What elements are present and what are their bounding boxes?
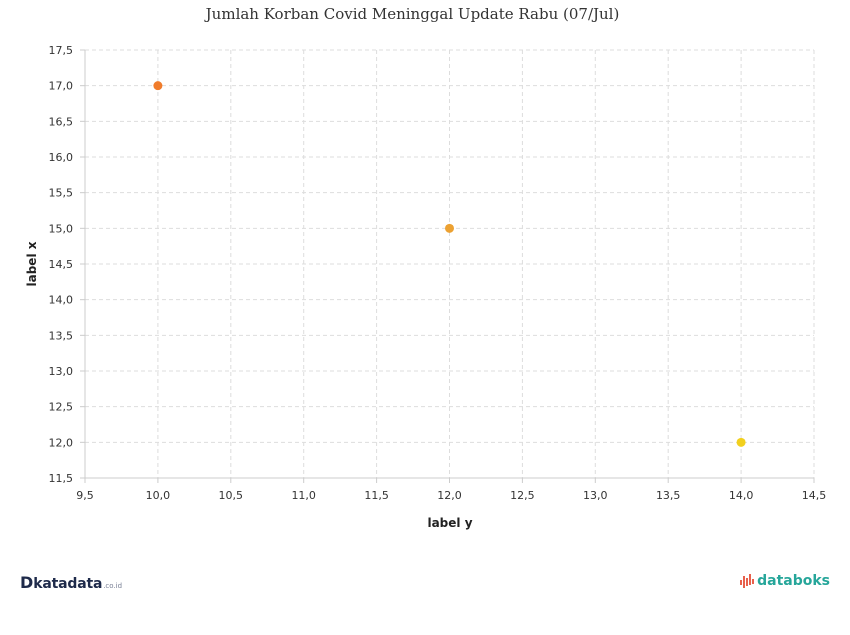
katadata-wordmark: katadata [33,576,103,592]
katadata-mark: D [20,573,34,592]
y-tick-label: 17,0 [49,80,74,93]
y-tick-label: 12,5 [49,401,74,414]
x-tick-label: 10,5 [219,489,244,502]
axis-layer [80,49,815,483]
y-tick-label: 13,5 [49,329,74,342]
databoks-logo[interactable]: databoks [740,573,830,589]
y-tick-label: 14,0 [49,294,74,307]
x-tick-label: 11,0 [291,489,316,502]
katadata-logo[interactable]: D katadata .co.id [20,573,122,592]
y-tick-label: 11,5 [49,472,74,485]
y-axis-title: label x [25,241,39,286]
x-tick-label: 13,5 [656,489,681,502]
data-point[interactable] [736,437,746,447]
y-tick-label: 13,0 [49,365,74,378]
data-points [153,81,746,447]
y-tick-label: 17,5 [49,44,74,57]
y-tick-label: 16,0 [49,151,74,164]
y-tick-label: 16,5 [49,115,74,128]
tick-labels: 9,5 10,0 10,5 11,0 11,5 12,0 12,5 13,0 13,5 14,0 1… [49,44,827,502]
x-axis-title: label y [427,516,472,530]
x-tick-label: 14,0 [729,489,754,502]
katadata-domain: .co.id [103,582,123,590]
y-tick-label: 15,5 [49,187,74,200]
y-tick-label: 14,5 [49,258,74,271]
x-tick-label: 12,0 [437,489,462,502]
databoks-wordmark: databoks [757,573,830,589]
chart-title: Jumlah Korban Covid Meninggal Update Rab… [205,5,620,23]
x-tick-label: 9,5 [76,489,94,502]
x-tick-label: 10,0 [146,489,171,502]
y-tick-label: 15,0 [49,222,74,235]
x-tick-label: 14,5 [802,489,827,502]
data-point[interactable] [445,223,454,233]
grid-layer [84,49,815,479]
data-point[interactable] [153,81,163,91]
x-tick-label: 11,5 [364,489,389,502]
y-tick-label: 12,0 [49,436,74,449]
x-tick-label: 12,5 [510,489,535,502]
x-tick-label: 13,0 [583,489,608,502]
databoks-icon [740,574,755,588]
